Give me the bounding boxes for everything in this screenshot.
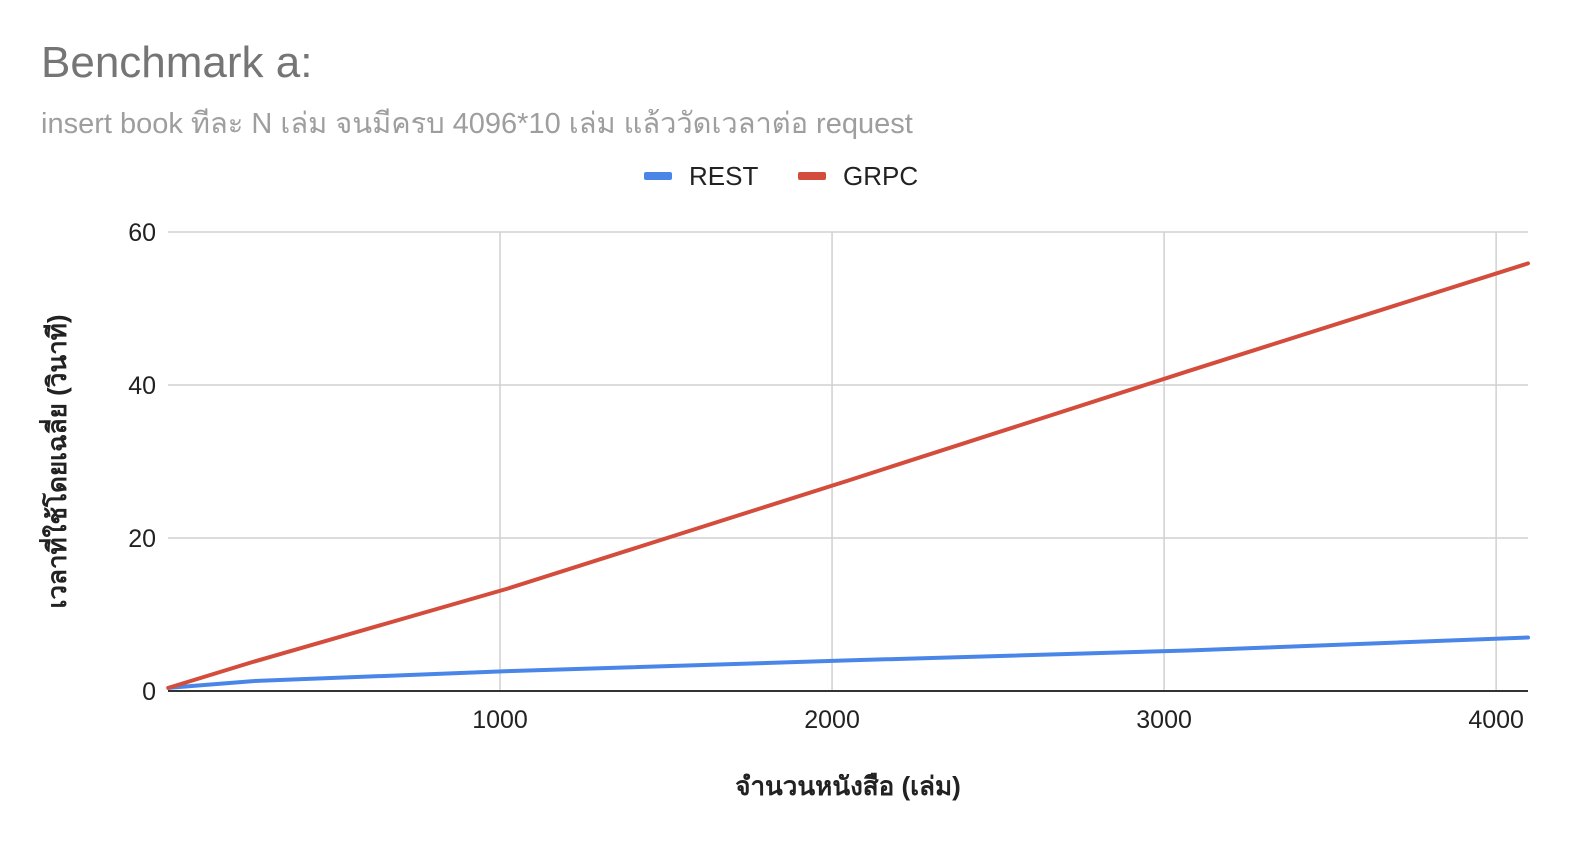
series-line-grpc <box>166 261 1530 690</box>
legend-label-rest: REST <box>689 161 758 191</box>
series-lines <box>166 261 1530 690</box>
x-axis-title: จำนวนหนังสือ (เล่ม) <box>735 771 961 801</box>
y-axis-title: เวลาที่ใช้โดยเฉลี่ย (วินาที) <box>38 315 72 609</box>
legend-label-grpc: GRPC <box>843 161 918 191</box>
x-tick-label: 3000 <box>1136 706 1192 734</box>
y-tick-label: 0 <box>142 678 156 706</box>
chart-title: Benchmark a: <box>41 38 313 87</box>
y-axis-ticks: 0 20 40 60 <box>128 219 156 706</box>
x-tick-label: 1000 <box>472 706 528 734</box>
legend: REST GRPC <box>644 161 918 191</box>
series-line-rest <box>166 635 1530 690</box>
legend-swatch-grpc <box>798 172 826 180</box>
x-tick-label: 2000 <box>804 706 860 734</box>
y-tick-label: 20 <box>128 525 156 553</box>
y-tick-label: 60 <box>128 219 156 247</box>
grid-lines <box>168 231 1528 691</box>
chart-subtitle: insert book ทีละ N เล่ม จนมีครบ 4096*10 … <box>41 108 913 140</box>
x-axis-ticks: 1000 2000 3000 4000 <box>472 706 1524 734</box>
x-tick-label: 4000 <box>1468 706 1524 734</box>
y-tick-label: 40 <box>128 372 156 400</box>
legend-swatch-rest <box>644 172 672 180</box>
